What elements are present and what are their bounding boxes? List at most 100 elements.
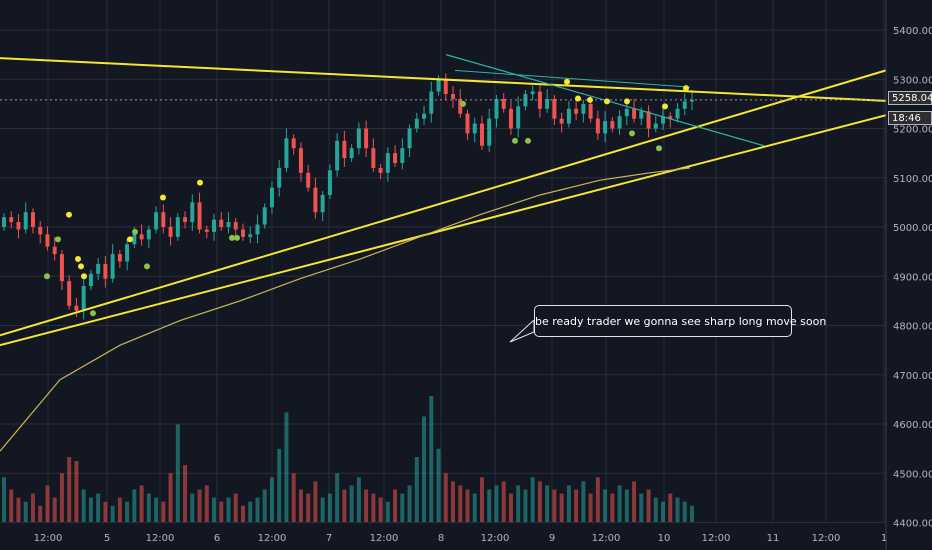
time-tick-label: 9 xyxy=(549,533,555,544)
volume-bar xyxy=(487,489,492,522)
volume-bar xyxy=(537,481,542,522)
price-tick-label: 5300.00 xyxy=(893,75,932,86)
volume-bar xyxy=(501,481,506,522)
price-tick-label: 4400.00 xyxy=(893,519,932,530)
price-tick-label: 4700.00 xyxy=(893,371,932,382)
volume-bar xyxy=(320,497,325,522)
signal-dot-yellow xyxy=(587,96,593,103)
candle-body xyxy=(52,246,57,255)
volume-bar xyxy=(595,477,600,522)
candle-body xyxy=(284,138,289,168)
volume-bar xyxy=(508,493,513,522)
volume-bar xyxy=(610,493,615,522)
volume-bar xyxy=(96,493,101,522)
candle-body xyxy=(632,108,637,119)
signal-dot-green xyxy=(234,234,240,241)
candle-body xyxy=(501,98,506,109)
volume-bar xyxy=(516,485,521,522)
signal-dot-green xyxy=(460,100,466,107)
candle-body xyxy=(45,234,50,247)
price-tick-label: 5400.00 xyxy=(893,26,932,37)
volume-bar xyxy=(422,416,427,522)
grid-lines xyxy=(0,0,886,523)
volume-bar xyxy=(393,489,398,522)
candle-body xyxy=(154,212,159,230)
volume-bar xyxy=(581,481,586,522)
signal-dot-yellow xyxy=(127,236,133,243)
time-tick-label: 12:00 xyxy=(258,533,287,544)
signal-dot-green xyxy=(90,310,96,317)
volume-bar xyxy=(443,473,448,522)
volume-bar xyxy=(110,505,115,522)
volume-bar xyxy=(52,497,57,522)
candle-body xyxy=(146,229,151,240)
candle-body xyxy=(342,140,347,159)
candle-body xyxy=(23,212,28,230)
candle-body xyxy=(175,217,180,237)
candle-body xyxy=(682,101,687,109)
price-tick-label: 4800.00 xyxy=(893,322,932,333)
candle-body xyxy=(624,108,629,117)
volume-bar xyxy=(9,489,14,522)
time-axis[interactable]: 12:00 5 12:00 6 12:00 7 12:00 8 12:00 9 12:00 10 12:… xyxy=(34,533,888,544)
volume-bar xyxy=(407,485,412,522)
annotation-callout[interactable]: be ready trader we gonna see sharp long … xyxy=(534,305,826,337)
volume-bar xyxy=(335,473,340,522)
time-tick-label: 8 xyxy=(438,533,444,544)
price-tick-label: 4900.00 xyxy=(893,272,932,283)
volume-bar xyxy=(458,485,463,522)
price-axis[interactable]: 5400.00 5300.00 5200.00 5100.00 5000.00 4900.… xyxy=(885,0,932,550)
signal-dot-yellow xyxy=(575,95,581,102)
volume-bar xyxy=(212,497,217,522)
candle-body xyxy=(168,227,173,237)
signal-dot-yellow xyxy=(564,78,570,85)
volume-bar xyxy=(74,461,79,522)
candle-body xyxy=(566,108,571,124)
volume-bar xyxy=(523,489,528,522)
candle-body xyxy=(240,229,245,237)
volume-bar xyxy=(67,457,72,522)
candle-body xyxy=(516,106,521,129)
volume-bar xyxy=(240,505,245,522)
volume-bar xyxy=(661,501,666,522)
signal-dot-yellow xyxy=(624,98,630,105)
signal-dot-green xyxy=(656,145,662,152)
signal-dot-green xyxy=(55,236,61,243)
candle-body xyxy=(81,286,86,311)
signal-dot-yellow xyxy=(75,256,81,263)
candle-body xyxy=(16,222,21,230)
volume-bar xyxy=(23,501,28,522)
candle-body xyxy=(422,113,427,119)
candle-body xyxy=(277,167,282,188)
candle-body xyxy=(335,140,340,171)
volume-bar xyxy=(378,497,383,522)
candle-body xyxy=(610,121,615,129)
price-tick-label: 5100.00 xyxy=(893,174,932,185)
candle-body xyxy=(262,207,267,225)
last-price-tag: 5258.04 xyxy=(888,91,932,105)
volume-bar xyxy=(675,497,680,522)
volume-bar xyxy=(197,489,202,522)
volume-bar xyxy=(349,485,354,522)
volume-bar xyxy=(566,485,571,522)
volume-bar xyxy=(385,501,390,522)
signal-dot-yellow xyxy=(604,98,610,105)
volume-bar xyxy=(559,493,564,522)
volume-bar xyxy=(327,493,332,522)
volume-bar xyxy=(624,489,629,522)
volume-bar xyxy=(255,497,260,522)
price-candles xyxy=(2,73,694,320)
candle-body xyxy=(197,202,202,230)
volume-bar xyxy=(436,448,441,522)
candle-body xyxy=(479,123,484,146)
signal-dot-green xyxy=(132,228,138,235)
volume-bar xyxy=(414,457,419,522)
volume-bar xyxy=(364,489,369,522)
volume-bar xyxy=(342,489,347,522)
candle-body xyxy=(603,121,608,134)
signal-dot-green xyxy=(525,137,531,144)
candle-body xyxy=(103,263,108,279)
candle-body xyxy=(125,244,130,262)
candle-body xyxy=(530,91,535,95)
